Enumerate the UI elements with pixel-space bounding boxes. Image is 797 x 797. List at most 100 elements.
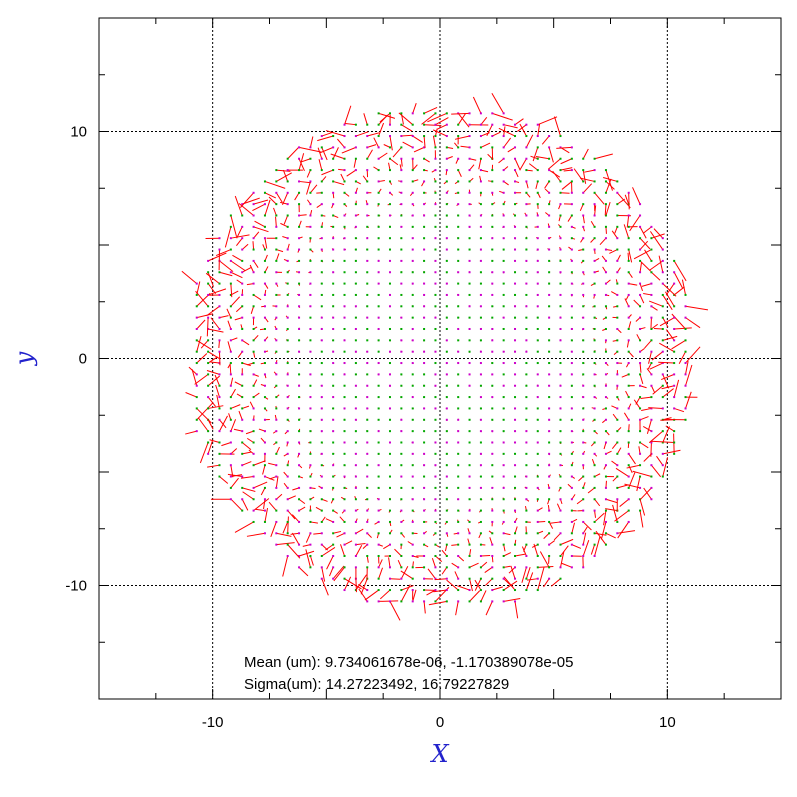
point-marker	[457, 486, 460, 489]
point-marker	[411, 214, 414, 217]
point-marker	[377, 339, 380, 342]
point-marker	[593, 225, 596, 228]
point-marker	[332, 191, 335, 194]
point-marker	[434, 157, 437, 160]
vector-arrow	[219, 476, 229, 484]
point-marker	[218, 430, 221, 433]
point-marker	[343, 191, 346, 194]
point-marker	[343, 248, 346, 251]
point-marker	[445, 407, 448, 410]
point-marker	[309, 543, 312, 546]
point-marker	[366, 316, 369, 319]
vector-arrow	[605, 532, 616, 539]
point-marker	[525, 237, 528, 240]
vector-arrow	[321, 547, 336, 557]
vector-arrow	[639, 510, 644, 528]
point-marker	[661, 237, 664, 240]
point-marker	[684, 339, 687, 342]
vector-arrow	[584, 169, 595, 173]
vector-arrow	[230, 290, 239, 296]
point-marker	[343, 486, 346, 489]
point-marker	[434, 259, 437, 262]
point-marker	[388, 452, 391, 455]
point-marker	[366, 373, 369, 376]
point-marker	[479, 146, 482, 149]
vector-arrow	[355, 543, 366, 546]
point-marker	[570, 157, 573, 160]
point-marker	[559, 373, 562, 376]
point-marker	[320, 146, 323, 149]
vector-arrow	[451, 112, 470, 115]
point-marker	[502, 203, 505, 206]
point-marker	[388, 441, 391, 444]
point-marker	[548, 135, 551, 138]
point-marker	[457, 396, 460, 399]
point-marker	[377, 589, 380, 592]
vector-arrow	[489, 537, 493, 545]
vector-arrow	[469, 158, 477, 161]
vector-arrow	[560, 167, 573, 171]
point-marker	[445, 554, 448, 557]
vector-arrow	[514, 118, 524, 126]
point-marker	[377, 316, 380, 319]
point-marker	[468, 396, 471, 399]
vector-arrow	[614, 510, 629, 522]
point-marker	[491, 509, 494, 512]
point-marker	[593, 396, 596, 399]
vector-arrow	[671, 313, 686, 330]
point-marker	[275, 271, 278, 274]
point-marker	[275, 373, 278, 376]
point-marker	[525, 396, 528, 399]
point-marker	[616, 407, 619, 410]
vector-arrow	[514, 169, 519, 178]
point-marker	[650, 225, 653, 228]
vector-arrow	[548, 555, 550, 564]
point-marker	[229, 293, 232, 296]
point-marker	[468, 509, 471, 512]
point-marker	[514, 396, 517, 399]
point-marker	[434, 418, 437, 421]
point-marker	[570, 543, 573, 546]
vector-arrow	[226, 308, 232, 318]
vector-arrow	[643, 487, 652, 500]
point-marker	[582, 248, 585, 251]
point-marker	[286, 384, 289, 387]
point-marker	[604, 237, 607, 240]
point-marker	[502, 520, 505, 523]
point-marker	[457, 180, 460, 183]
vector-arrow	[582, 532, 587, 545]
vector-arrow	[207, 356, 218, 364]
point-marker	[252, 418, 255, 421]
vector-arrow	[537, 116, 558, 126]
vector-arrow	[469, 590, 481, 602]
point-marker	[218, 475, 221, 478]
point-marker	[650, 498, 653, 501]
vector-arrow	[525, 181, 529, 189]
point-marker	[411, 509, 414, 512]
point-marker	[514, 259, 517, 262]
point-marker	[514, 237, 517, 240]
vector-arrow	[521, 567, 527, 583]
vector-arrow	[230, 260, 246, 272]
vector-arrow	[206, 317, 209, 337]
point-marker	[423, 271, 426, 274]
vector-arrow	[276, 169, 291, 172]
point-marker	[525, 384, 528, 387]
point-marker	[457, 135, 460, 138]
point-marker	[388, 339, 391, 342]
vector-arrow	[662, 335, 678, 341]
point-marker	[400, 498, 403, 501]
vector-arrow	[658, 255, 664, 273]
point-marker	[457, 327, 460, 330]
point-marker	[377, 191, 380, 194]
vector-arrow	[626, 215, 630, 228]
point-marker	[275, 282, 278, 285]
vector-arrow	[544, 181, 550, 189]
vector-arrow	[639, 226, 647, 239]
point-marker	[536, 350, 539, 353]
vector-arrow	[609, 249, 618, 254]
vector-arrow	[207, 396, 216, 407]
point-marker	[514, 589, 517, 592]
point-marker	[559, 486, 562, 489]
point-marker	[343, 464, 346, 467]
